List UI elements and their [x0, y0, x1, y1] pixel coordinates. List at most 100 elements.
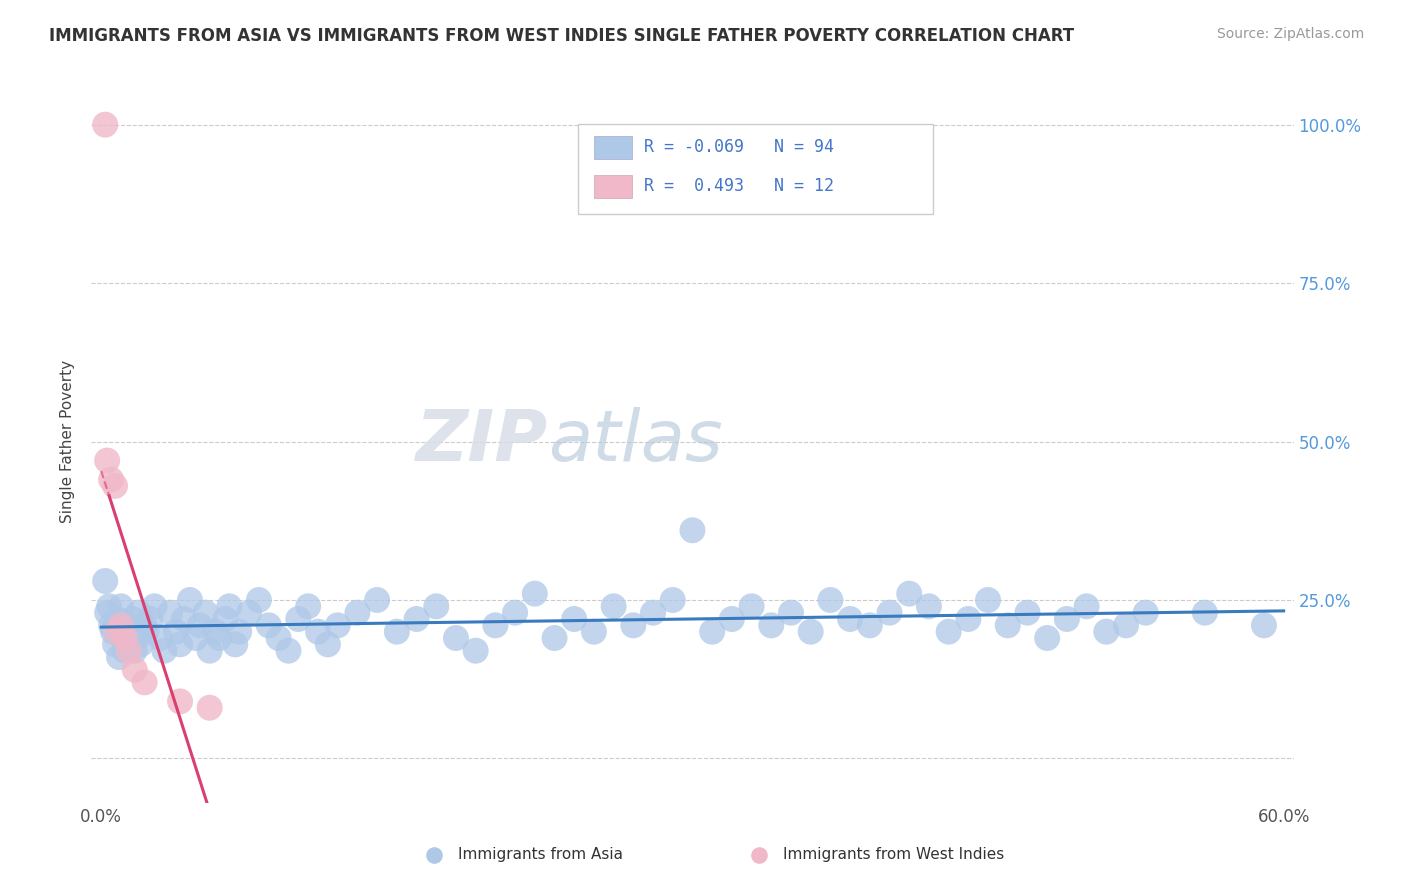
Point [94, 574, 117, 588]
Y-axis label: Single Father Poverty: Single Father Poverty [60, 360, 76, 523]
Point [188, 618, 211, 632]
Point [114, 631, 136, 645]
Point [661, 593, 683, 607]
Point [366, 593, 388, 607]
Point [208, 631, 231, 645]
Point [1036, 631, 1059, 645]
Point [641, 606, 664, 620]
Point [464, 643, 486, 657]
Point [1184, 797, 1206, 811]
Point [484, 618, 506, 632]
Point [115, 618, 138, 632]
Text: R =  0.493   N = 12: R = 0.493 N = 12 [644, 178, 834, 195]
Point [1056, 612, 1078, 626]
Point [997, 618, 1019, 632]
Point [938, 624, 960, 639]
Point [96, 453, 118, 467]
Point [184, 631, 207, 645]
Point [110, 618, 132, 632]
Point [326, 618, 349, 632]
Point [120, 624, 142, 639]
Point [134, 675, 156, 690]
Point [125, 631, 148, 645]
Point [385, 624, 408, 639]
Text: Immigrants from West Indies: Immigrants from West Indies [783, 847, 1004, 863]
Point [297, 599, 319, 614]
Point [124, 663, 146, 677]
Point [543, 631, 565, 645]
Point [879, 606, 901, 620]
Point [214, 612, 236, 626]
Point [124, 643, 146, 657]
Point [316, 637, 339, 651]
Point [100, 618, 122, 632]
Point [957, 612, 980, 626]
Point [110, 599, 132, 614]
Point [681, 523, 703, 537]
Point [1115, 618, 1137, 632]
Point [287, 612, 309, 626]
Text: Immigrants from Asia: Immigrants from Asia [458, 847, 623, 863]
Text: Source: ZipAtlas.com: Source: ZipAtlas.com [1216, 27, 1364, 41]
Point [582, 624, 605, 639]
FancyBboxPatch shape [578, 124, 934, 214]
Point [523, 587, 546, 601]
Point [100, 473, 122, 487]
Point [800, 624, 823, 639]
Point [143, 599, 166, 614]
Point [651, 797, 673, 811]
Text: R = -0.069   N = 94: R = -0.069 N = 94 [644, 138, 834, 156]
Point [839, 612, 862, 626]
Point [405, 612, 427, 626]
Point [204, 624, 226, 639]
Point [277, 643, 299, 657]
FancyBboxPatch shape [593, 175, 633, 198]
Point [153, 643, 176, 657]
Point [741, 599, 763, 614]
Point [134, 618, 156, 632]
Text: ZIP: ZIP [416, 407, 548, 476]
Point [224, 637, 246, 651]
Point [780, 606, 803, 620]
Point [114, 643, 136, 657]
Point [104, 479, 127, 493]
Point [1135, 606, 1157, 620]
Point [165, 624, 187, 639]
Point [621, 618, 644, 632]
Point [159, 606, 181, 620]
Point [198, 643, 221, 657]
Point [101, 624, 124, 639]
Point [228, 624, 250, 639]
Text: atlas: atlas [548, 407, 723, 476]
Point [179, 593, 201, 607]
Point [98, 599, 121, 614]
Point [257, 618, 280, 632]
Point [96, 606, 118, 620]
Point [444, 631, 467, 645]
Point [602, 599, 624, 614]
Point [108, 650, 131, 665]
Point [918, 599, 941, 614]
Point [1253, 618, 1275, 632]
Point [346, 606, 368, 620]
Point [898, 587, 921, 601]
Point [135, 624, 157, 639]
Point [194, 606, 217, 620]
Point [104, 637, 127, 651]
Point [105, 612, 128, 626]
Point [118, 643, 141, 657]
Point [169, 637, 191, 651]
Point [977, 593, 1000, 607]
Point [859, 618, 882, 632]
Point [173, 612, 195, 626]
Point [761, 618, 783, 632]
Point [94, 118, 117, 132]
Point [1017, 606, 1039, 620]
Point [562, 612, 585, 626]
Point [105, 624, 128, 639]
Point [129, 637, 152, 651]
Point [1194, 606, 1216, 620]
Point [702, 624, 724, 639]
Point [238, 606, 260, 620]
Point [149, 631, 172, 645]
